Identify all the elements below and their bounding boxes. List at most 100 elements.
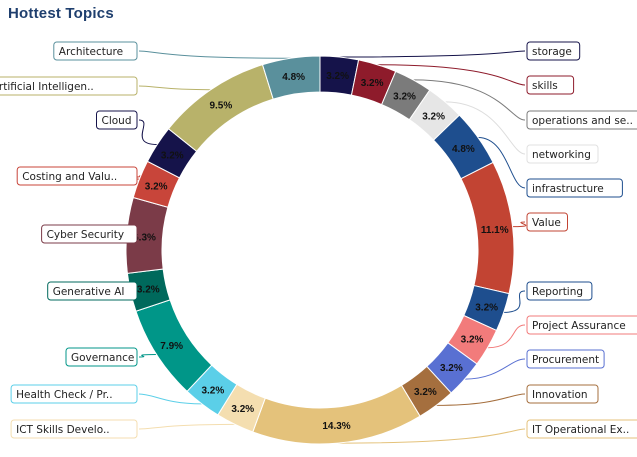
slice-label[interactable]: operations and se.. — [526, 110, 637, 130]
slice-value-label: 3.2% — [137, 285, 160, 296]
label-box — [526, 75, 575, 95]
slice-label[interactable]: Architecture — [53, 41, 138, 61]
leader-line — [138, 353, 157, 358]
label-box — [526, 384, 599, 404]
slice-label-text: operations and se.. — [532, 115, 633, 127]
slice-label[interactable]: infrastructure — [526, 178, 623, 198]
slice-label-text: storage — [532, 46, 572, 58]
leader-line — [464, 358, 526, 380]
leader-line — [503, 290, 526, 313]
label-box — [10, 384, 138, 404]
label-box — [526, 281, 593, 301]
slice-value-label: 3.2% — [201, 386, 224, 397]
leader-line — [445, 101, 526, 155]
slice-label-text: Cyber Security — [47, 229, 124, 241]
label-box — [526, 144, 599, 164]
slice-value-label: 3.2% — [326, 71, 349, 82]
slice-label-text: Cloud — [102, 115, 132, 127]
label-box — [526, 110, 637, 130]
label-box — [47, 281, 138, 301]
slice-label-text: Health Check / Pr.. — [16, 389, 113, 401]
slice-label-text: networking — [532, 149, 591, 161]
label-box — [526, 419, 637, 439]
label-box — [0, 76, 138, 96]
label-box — [41, 224, 138, 244]
slice-value-label: 3.2% — [422, 112, 445, 123]
label-box — [526, 41, 581, 61]
leader-line — [138, 423, 235, 430]
slice-label[interactable]: Generative AI — [47, 281, 138, 301]
slice-label[interactable]: Reporting — [526, 281, 593, 301]
slice-label[interactable]: Costing and Valu.. — [16, 166, 138, 186]
label-box — [526, 349, 605, 369]
slice-value-label: 6.3% — [133, 233, 156, 244]
slice-label-text: Value — [532, 217, 561, 229]
leader-line — [339, 50, 526, 58]
slice-label[interactable]: Cyber Security — [41, 224, 138, 244]
slice-label[interactable]: skills — [526, 75, 575, 95]
leader-line — [338, 428, 526, 444]
donut-slice[interactable] — [261, 55, 321, 100]
leader-line — [138, 119, 158, 146]
slice-label-text: Architecture — [59, 46, 123, 58]
slice-label[interactable]: Artificial Intelligen.. — [0, 76, 138, 96]
slice-label[interactable]: Value — [526, 212, 568, 232]
leader-line — [436, 393, 526, 406]
slice-label[interactable]: networking — [526, 144, 599, 164]
slice-value-label: 3.2% — [361, 78, 384, 89]
slice-label-text: infrastructure — [532, 183, 604, 195]
slice-value-label: 3.2% — [145, 182, 168, 193]
label-box — [10, 419, 138, 439]
slice-label[interactable]: IT Operational Ex.. — [526, 419, 637, 439]
leader-line — [138, 85, 211, 91]
slice-label-text: Innovation — [532, 389, 588, 401]
chart-title: Hottest Topics — [8, 5, 114, 22]
label-box — [526, 212, 568, 232]
slice-label[interactable]: Innovation — [526, 384, 599, 404]
slice-value-label: 3.2% — [161, 150, 184, 161]
slice-value-label: 3.2% — [440, 363, 463, 374]
leader-line — [138, 393, 202, 405]
leader-line — [512, 221, 527, 228]
slice-label[interactable]: Project Assurance — [526, 315, 637, 335]
leader-line — [377, 64, 526, 86]
slice-label[interactable]: Governance — [65, 347, 138, 367]
slice-value-label: 11.1% — [481, 225, 509, 236]
label-box — [16, 166, 138, 186]
slice-label-text: Procurement — [532, 354, 599, 366]
slice-label-text: Project Assurance — [532, 320, 626, 332]
slice-label-text: Artificial Intelligen.. — [0, 81, 94, 93]
leader-line — [487, 324, 526, 349]
slice-label[interactable]: Health Check / Pr.. — [10, 384, 138, 404]
label-box — [526, 315, 637, 335]
slice-value-label: 4.8% — [452, 144, 475, 155]
donut-slice[interactable] — [252, 384, 421, 445]
slice-value-label: 7.9% — [160, 341, 183, 352]
label-box — [53, 41, 138, 61]
leader-line — [478, 136, 526, 189]
slice-label-text: skills — [532, 80, 558, 92]
slice-label-text: ICT Skills Develo.. — [16, 424, 110, 436]
label-box — [65, 347, 138, 367]
leader-line — [138, 50, 291, 59]
slice-value-label: 3.2% — [414, 387, 437, 398]
slice-value-label: 4.8% — [282, 72, 305, 83]
slice-value-label: 9.5% — [209, 101, 232, 112]
slice-value-label: 3.2% — [475, 303, 498, 314]
slice-value-label: 14.3% — [322, 421, 350, 432]
slice-label-text: IT Operational Ex.. — [532, 424, 629, 436]
slice-label[interactable]: Procurement — [526, 349, 605, 369]
slice-label-text: Generative AI — [53, 286, 125, 298]
slice-label[interactable]: ICT Skills Develo.. — [10, 419, 138, 439]
slice-label[interactable]: storage — [526, 41, 581, 61]
slice-label[interactable]: Cloud — [96, 110, 138, 130]
slice-label-text: Governance — [71, 352, 134, 364]
slice-label-text: Reporting — [532, 286, 583, 298]
slice-label-text: Costing and Valu.. — [22, 171, 117, 183]
label-box — [526, 178, 623, 198]
slice-value-label: 3.2% — [393, 92, 416, 103]
label-box — [96, 110, 138, 130]
slice-value-label: 3.2% — [231, 404, 254, 415]
leader-line — [413, 79, 526, 121]
